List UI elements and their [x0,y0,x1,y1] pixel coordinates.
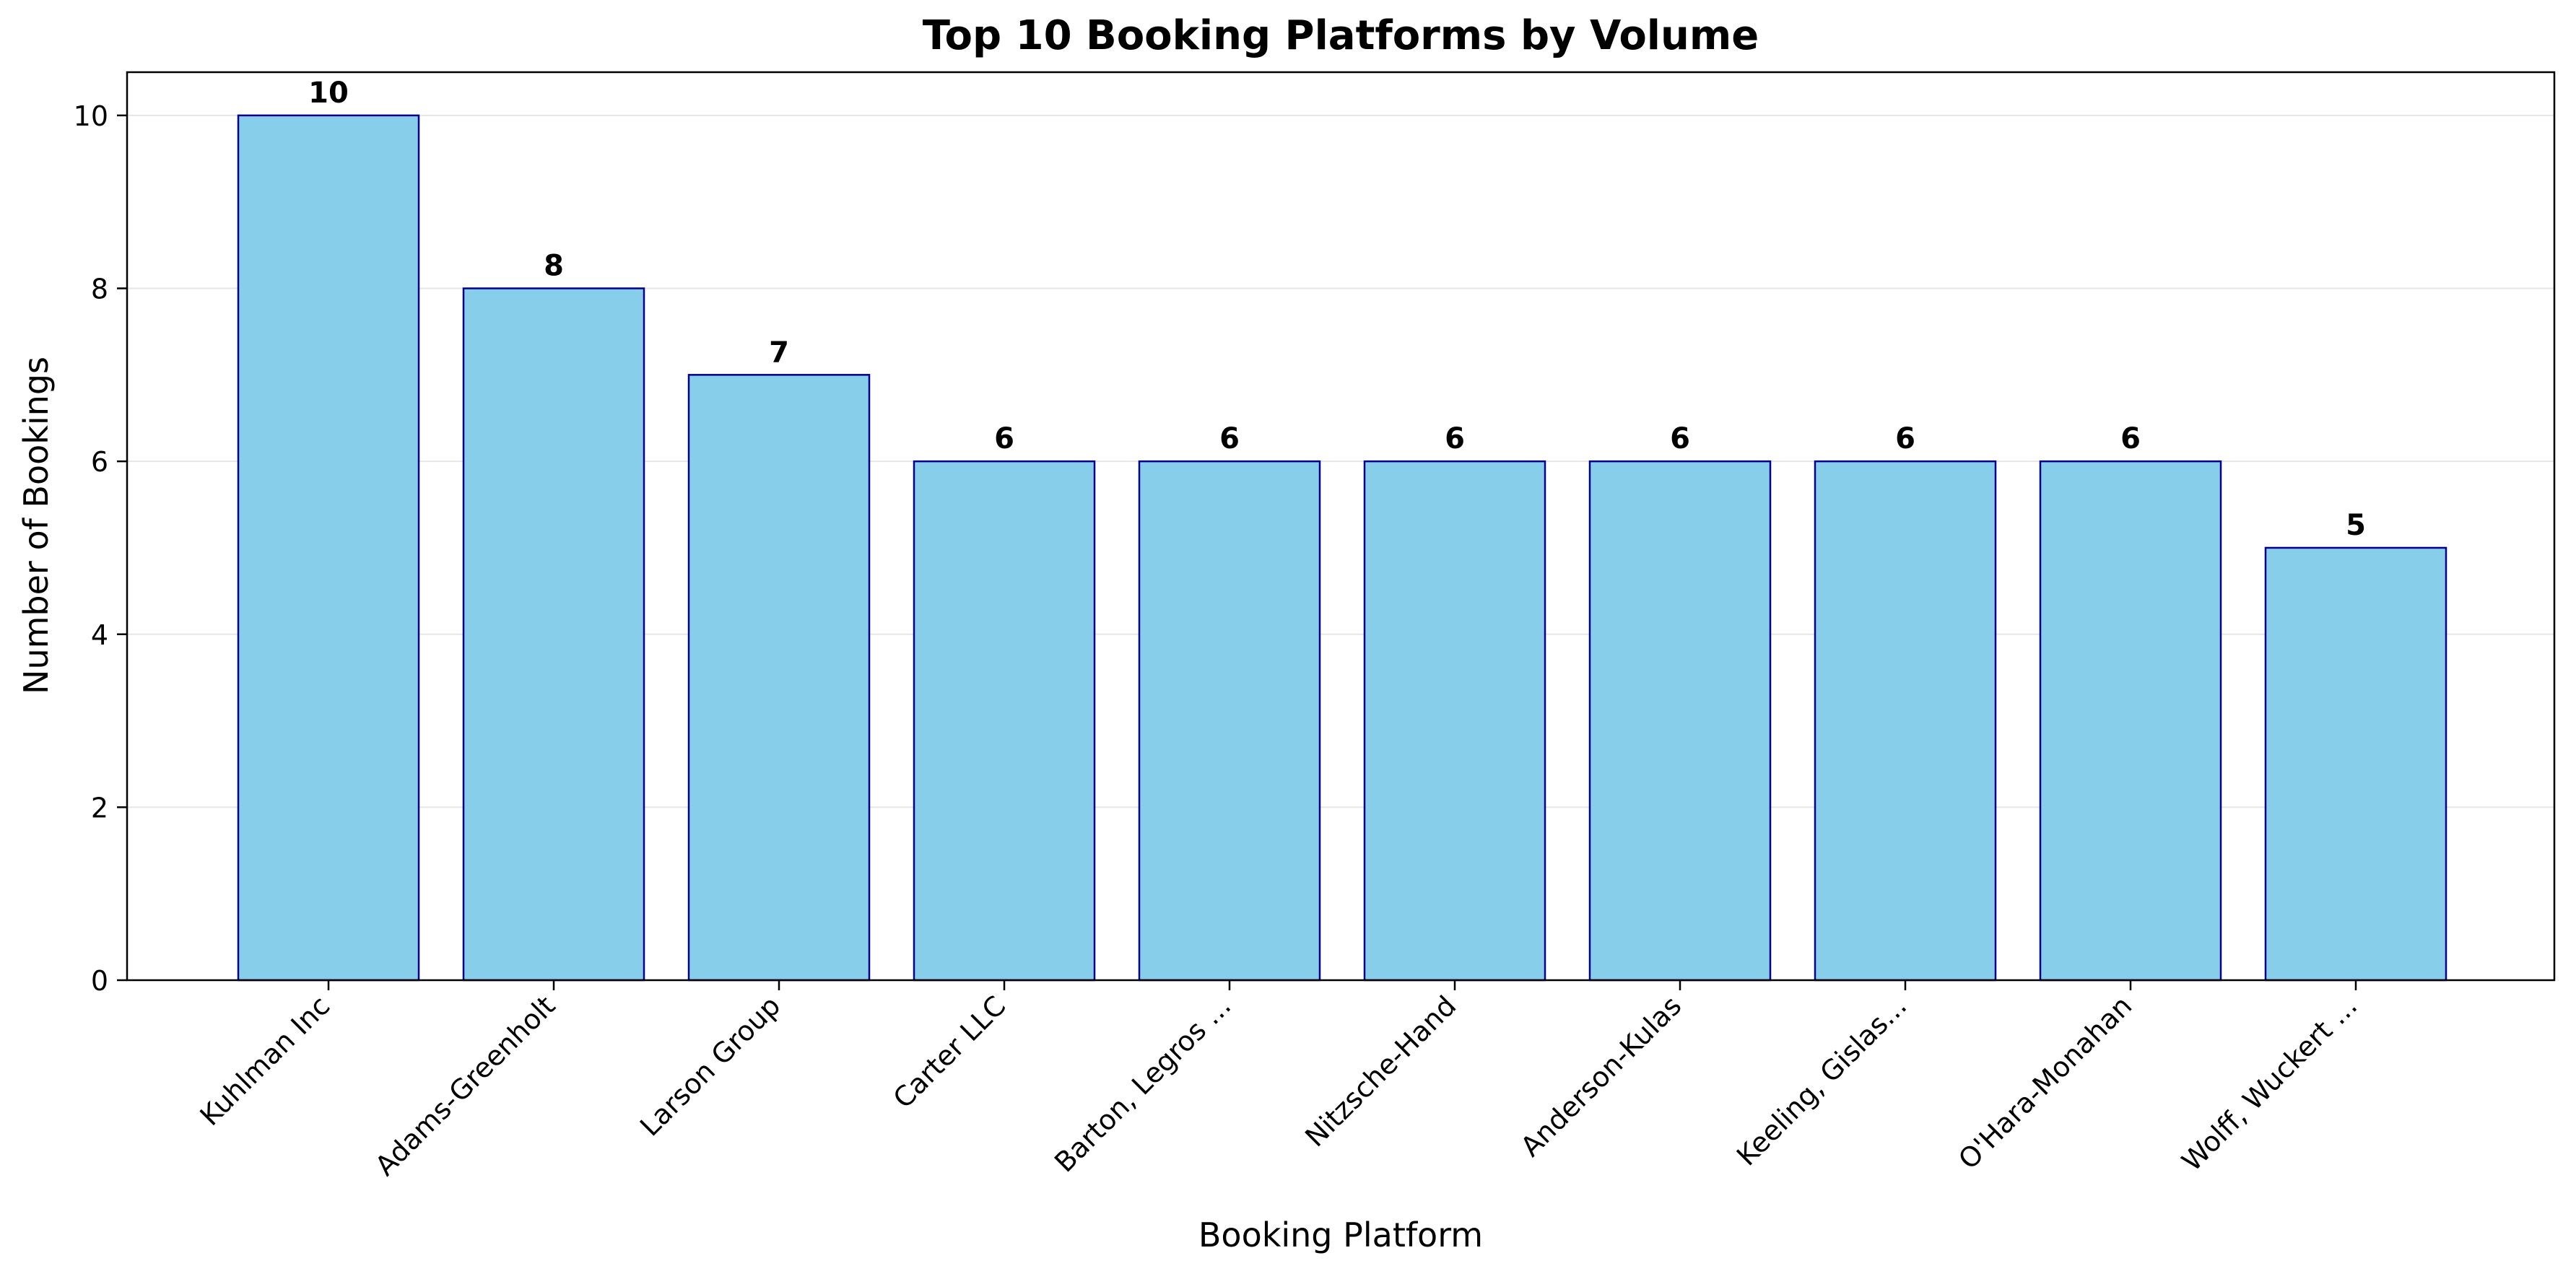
data-label: 7 [769,336,789,369]
y-tick-label: 0 [91,965,108,997]
bar [2264,546,2447,982]
bar [462,287,645,982]
x-axis-label: Booking Platform [1198,1215,1483,1254]
bar [687,374,871,982]
bar [913,460,1096,982]
data-label: 6 [1445,422,1465,455]
y-tick-label: 10 [74,100,108,132]
bar [1363,460,1546,982]
bar [1588,460,1772,982]
y-axis-label: Number of Bookings [17,357,56,694]
bar [1138,460,1321,982]
data-label: 10 [308,77,349,110]
x-tick-label: Adams-Greenholt [369,990,561,1182]
data-label: 6 [994,422,1014,455]
axes-layer [126,71,2556,982]
plot-frame [126,71,2556,982]
x-tick-label: O'Hara-Monahan [1952,990,2138,1175]
x-tick-label: Barton, Legros ... [1048,990,1237,1178]
x-tick-label: Anderson-Kulas [1515,990,1688,1163]
data-label: 6 [1219,422,1240,455]
data-labels-layer: 10 8 7 6 6 6 6 6 6 5 [308,77,2366,542]
x-tick-label: Keeling, Gislas... [1731,990,1913,1171]
data-label: 8 [544,250,564,283]
y-tick-label: 6 [91,446,108,478]
x-tick-label: Nitzsche-Hand [1299,990,1462,1153]
y-tick-label: 8 [91,274,108,305]
x-tick-label: Kuhlman Inc [194,990,336,1132]
y-tick-label: 4 [91,619,108,651]
chart-title: Top 10 Booking Platforms by Volume [923,12,1759,59]
bar [237,114,420,982]
data-label: 5 [2346,509,2366,542]
data-label: 6 [1895,422,1915,455]
y-tick-label: 2 [91,792,108,824]
bar [2039,460,2222,982]
x-tick-label: Larson Group [634,990,786,1142]
x-tick-label: Wolff, Wuckert ... [2175,990,2363,1177]
data-label: 6 [1670,422,1690,455]
bars-layer [237,114,2447,982]
bar [1814,460,1997,982]
data-label: 6 [2120,422,2141,455]
x-tick-label: Carter LLC [887,990,1012,1114]
